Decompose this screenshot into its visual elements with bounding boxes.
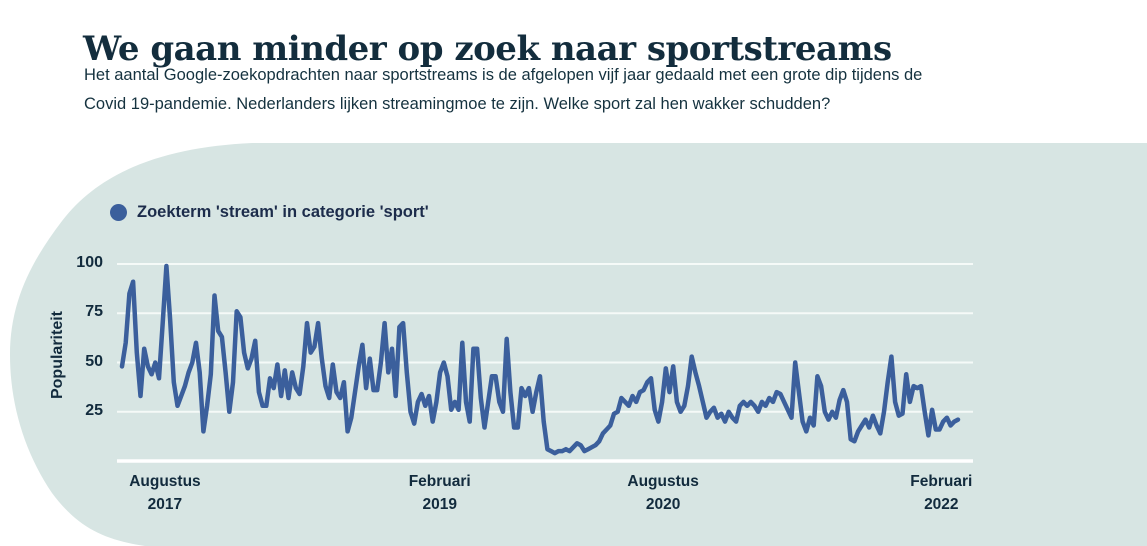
x-tick-label-2017: Augustus 2017 [105, 470, 225, 516]
x-tick-year: 2020 [645, 496, 681, 513]
x-tick-month: Augustus [627, 473, 699, 490]
legend-dot-icon [110, 204, 127, 221]
y-tick-label-100: 100 [76, 254, 103, 271]
subtitle-line-1: Het aantal Google-zoekopdrachten naar sp… [84, 66, 923, 84]
y-tick-label-50: 50 [85, 352, 103, 370]
x-tick-label-2019: Februari 2019 [380, 470, 500, 516]
chart-legend: Zoekterm 'stream' in categorie 'sport' [110, 203, 429, 222]
page-title: We gaan minder op zoek naar sportstreams [83, 28, 892, 69]
y-tick-label-75: 75 [85, 303, 103, 321]
x-tick-month: Februari [408, 473, 471, 490]
legend-label: Zoekterm 'stream' in categorie 'sport' [137, 203, 429, 221]
x-tick-label-2022: Februari 2022 [881, 470, 1001, 516]
x-tick-year: 2022 [924, 496, 959, 513]
x-tick-month: Augustus [129, 473, 201, 490]
x-tick-month: Februari [910, 473, 973, 490]
x-tick-year: 2019 [422, 496, 457, 513]
page-subtitle: Het aantal Google-zoekopdrachten naar sp… [84, 61, 922, 119]
x-tick-year: 2017 [147, 496, 183, 513]
x-tick-label-2020: Augustus 2020 [603, 470, 723, 516]
subtitle-line-2: Covid 19-pandemie. Nederlanders lijken s… [84, 95, 831, 113]
y-tick-label-25: 25 [85, 401, 103, 419]
